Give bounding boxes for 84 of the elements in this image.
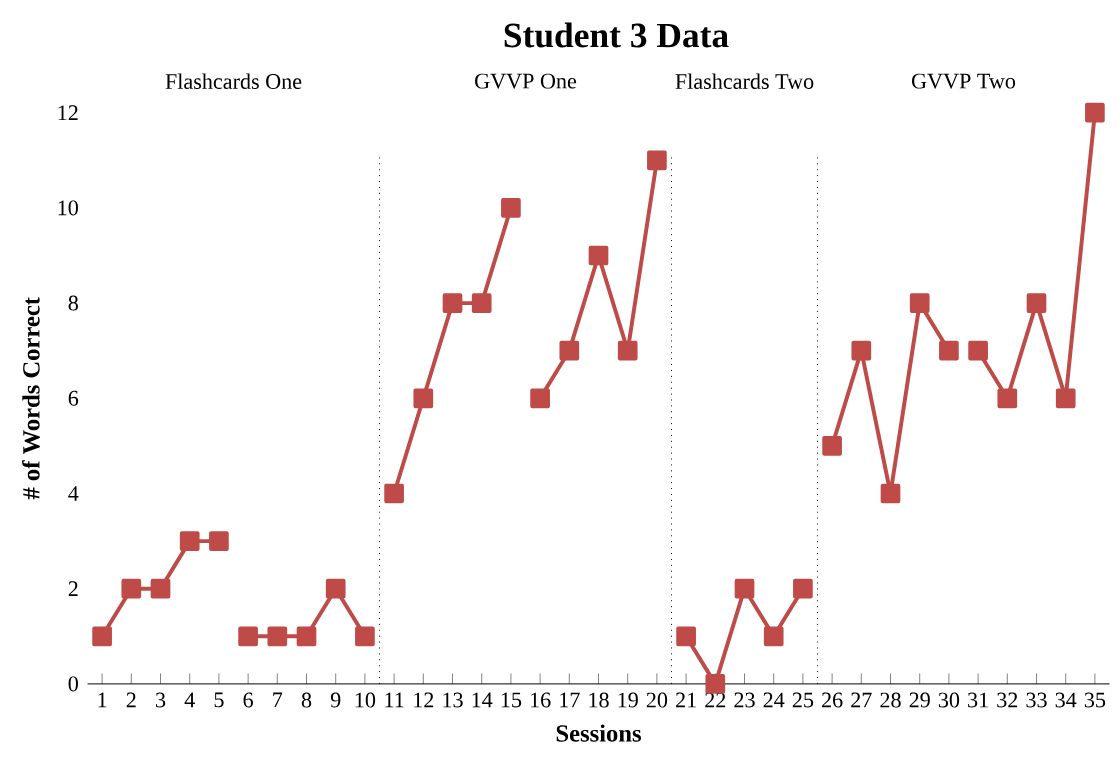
x-tick-label: 11: [385, 692, 404, 708]
y-tick-label: 8: [68, 295, 78, 311]
y-tick-label: 4: [68, 486, 79, 501]
point: [413, 388, 434, 409]
x-tick-label: 17: [560, 692, 580, 708]
point: [121, 578, 142, 599]
y-tick-label: 12: [58, 105, 78, 121]
x-tick-label: 24: [763, 692, 785, 708]
x-tick-label: 5: [214, 692, 224, 708]
x-tick-label: 34: [1055, 692, 1077, 708]
x-tick-label: 13: [443, 692, 463, 708]
point: [209, 531, 229, 551]
x-tick-label: 19: [618, 692, 638, 708]
y-tick-label: 2: [68, 581, 78, 597]
x-tick-label: 30: [938, 692, 960, 708]
point: [471, 293, 492, 313]
point: [997, 388, 1018, 409]
point: [705, 674, 726, 694]
point: [150, 578, 171, 599]
point: [1085, 102, 1105, 123]
y-axis-title: # of Words Correct: [22, 297, 40, 500]
x-tick-label: 23: [734, 692, 755, 708]
point: [676, 626, 696, 647]
point: [267, 626, 288, 647]
text: GVVP One: [475, 73, 577, 89]
x-tick-label: 27: [851, 692, 872, 708]
x-tick-label: 15: [501, 692, 522, 708]
point: [501, 198, 521, 218]
point: [647, 150, 667, 171]
x-tick-label: 20: [646, 692, 668, 708]
x-tick-label: 6: [243, 692, 253, 708]
point: [909, 293, 930, 313]
point: [968, 340, 988, 361]
point: [442, 293, 463, 313]
point: [588, 245, 609, 266]
point: [296, 626, 317, 647]
x-tick-label: 12: [414, 692, 434, 708]
point: [355, 626, 375, 647]
x-tick-label: 14: [472, 692, 493, 708]
text: GVVP Two: [912, 73, 1016, 89]
x-tick-label: 4: [184, 692, 195, 708]
point: [763, 626, 784, 647]
x-tick-label: 3: [156, 692, 166, 708]
y-tick-label: 6: [68, 390, 79, 406]
x-tick-label: 29: [909, 692, 930, 708]
x-tick-label: 25: [792, 692, 814, 708]
x-tick-label: 35: [1084, 692, 1106, 708]
point: [179, 531, 200, 551]
point: [1026, 293, 1047, 313]
x-tick-label: 32: [997, 692, 1018, 708]
x-tick-label: 10: [355, 692, 376, 708]
point: [939, 340, 959, 361]
point: [793, 578, 813, 599]
point: [880, 483, 901, 504]
text: Flashcards One: [165, 73, 302, 89]
x-tick-label: 18: [589, 692, 609, 708]
y-tick-label: 0: [68, 676, 78, 692]
x-tick-label: 21: [676, 692, 696, 708]
x-tick-label: 9: [330, 692, 341, 708]
x-tick-label: 22: [705, 692, 726, 708]
point: [734, 578, 755, 599]
text: Flashcards Two: [675, 73, 814, 89]
x-tick-label: 7: [273, 692, 283, 708]
x-tick-label: 1: [98, 692, 107, 708]
x-tick-label: 33: [1026, 692, 1047, 708]
chart-title: Student 3 Data: [504, 22, 729, 48]
x-tick-label: 28: [880, 692, 901, 708]
x-tick-label: 16: [530, 692, 551, 708]
point: [1055, 388, 1076, 409]
point: [384, 483, 404, 504]
x-tick-label: 8: [301, 692, 312, 708]
point: [530, 388, 550, 409]
x-tick-label: 26: [822, 692, 843, 708]
x-axis-title: Sessions: [556, 724, 641, 742]
point: [851, 340, 872, 361]
y-tick-label: 10: [58, 200, 78, 216]
point: [617, 340, 638, 361]
point: [822, 436, 842, 456]
point: [92, 626, 112, 647]
point: [559, 340, 580, 361]
point: [238, 626, 258, 647]
point: [325, 578, 346, 599]
x-tick-label: 31: [968, 692, 988, 708]
x-tick-label: 2: [126, 692, 136, 708]
